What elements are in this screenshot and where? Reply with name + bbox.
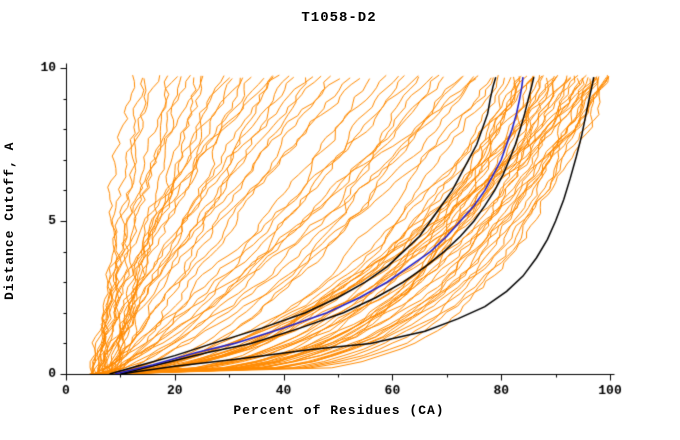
y-axis-label: Distance Cutoff, A: [2, 141, 17, 301]
x-axis-label: Percent of Residues (CA): [233, 403, 445, 418]
chart-title: T1058-D2: [301, 10, 377, 26]
